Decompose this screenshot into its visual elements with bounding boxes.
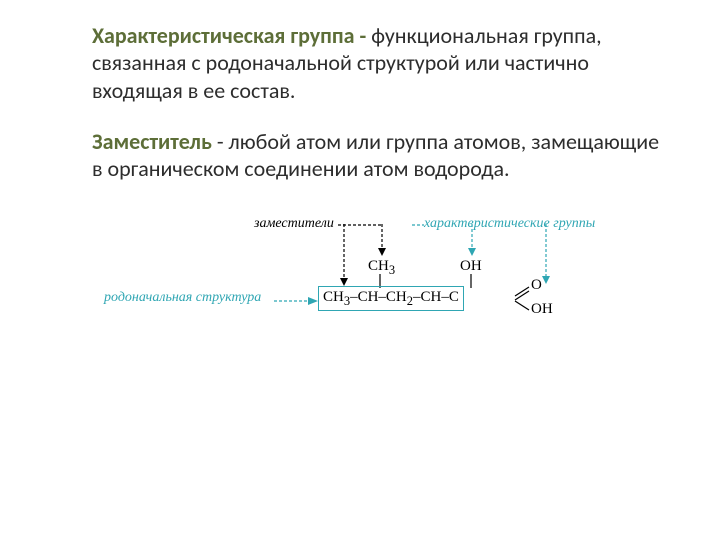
root-structure-box: CH3–CH–CH2–CH–C: [318, 286, 464, 311]
cooh-oh: OH: [531, 302, 553, 317]
bond-oh: [469, 274, 473, 288]
arrow-subst-1: [376, 224, 388, 256]
paragraph-1: Характеристическая группа - функциональн…: [92, 22, 660, 104]
arrow-subst-2: [338, 224, 350, 286]
label-substituents: заместители: [254, 216, 334, 232]
arrow-char-2: [540, 224, 552, 284]
label-root-structure: родоначальная структура: [104, 290, 261, 306]
term-1: Характеристическая группа -: [92, 22, 366, 49]
paragraph-2: Заместитель - любой атом или группа атом…: [92, 128, 660, 183]
label-characteristic-groups: характеристические группы: [424, 216, 595, 232]
arrow-char-1: [466, 224, 478, 256]
oh-top: OH: [460, 258, 482, 275]
term-2: Заместитель: [92, 128, 212, 155]
arrow-root: [274, 296, 318, 306]
cooh-o: O: [531, 278, 542, 293]
dash-h-char: [412, 224, 424, 226]
